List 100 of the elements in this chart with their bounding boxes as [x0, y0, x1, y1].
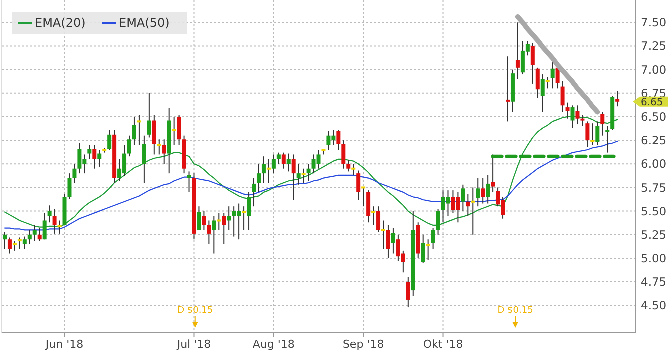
- y-tick-label: 6.50: [641, 110, 667, 124]
- candlestick: [2, 232, 7, 250]
- y-tick-label: 4.75: [641, 275, 667, 290]
- candlestick: [187, 171, 192, 193]
- candlestick: [266, 158, 271, 184]
- candlestick: [8, 237, 12, 254]
- candlestick: [18, 237, 22, 250]
- y-tick-label: 6.00: [641, 157, 667, 172]
- candlestick: [570, 105, 575, 129]
- candlestick: [596, 121, 600, 146]
- candlestick: [362, 186, 366, 208]
- candlestick: [252, 178, 256, 208]
- candlestick: [222, 212, 226, 245]
- y-tick-label: 5.25: [641, 228, 667, 242]
- candlestick: [142, 135, 146, 184]
- legend-label: EMA(50): [119, 16, 170, 30]
- candlestick: [202, 210, 206, 231]
- candlestick: [580, 114, 585, 127]
- candlestick: [406, 276, 410, 308]
- candlestick: [197, 206, 202, 231]
- candlestick: [540, 74, 545, 113]
- candlestick: [481, 178, 486, 204]
- annotation: D $0.15: [178, 306, 214, 316]
- candlestick: [177, 114, 182, 146]
- candlestick: [276, 152, 281, 165]
- candlestick: [247, 192, 252, 231]
- candlestick: [242, 206, 246, 231]
- candlestick: [600, 112, 605, 136]
- y-tick-label: 7.00: [641, 62, 667, 77]
- candlestick: [421, 234, 426, 264]
- candlestick: [212, 216, 216, 254]
- y-tick-label: 7.50: [641, 16, 667, 30]
- candlestick: [227, 206, 232, 231]
- candlestick: [172, 116, 176, 146]
- candlestick: [302, 168, 306, 184]
- candlestick: [516, 22, 520, 80]
- candlestick: [530, 42, 535, 84]
- candlestick: [68, 173, 72, 200]
- candlestick: [352, 164, 356, 176]
- candlestick: [372, 206, 376, 226]
- candlestick: [546, 76, 550, 90]
- x-tick-label: Jul '18: [176, 338, 212, 351]
- candlestick: [342, 140, 346, 170]
- candlestick: [272, 154, 276, 174]
- candlestick: [336, 130, 341, 150]
- candlestick: [92, 144, 97, 170]
- candlestick: [346, 160, 351, 172]
- candlestick: [162, 139, 166, 165]
- candlestick: [550, 60, 555, 90]
- x-tick-label: Sep '18: [342, 338, 384, 351]
- candlestick: [292, 154, 296, 200]
- candlestick: [147, 92, 152, 138]
- candlestick: [48, 205, 52, 224]
- x-tick-label: Okt '18: [423, 338, 464, 351]
- candlestick: [12, 240, 17, 252]
- candlestick: [28, 230, 32, 245]
- text: 6.65: [641, 97, 664, 108]
- candlestick: [262, 156, 266, 184]
- candlestick: [32, 224, 37, 242]
- candlestick: [536, 67, 540, 99]
- candlestick: [486, 174, 490, 204]
- candlestick: [590, 123, 595, 146]
- candlestick: [72, 164, 77, 184]
- candlestick: [586, 121, 590, 148]
- candlestick: [506, 56, 510, 122]
- candlestick: [576, 105, 580, 126]
- candlestick: [157, 139, 162, 156]
- x-tick-label: Jun '18: [44, 338, 84, 351]
- candlestick: [376, 206, 381, 233]
- y-tick-label: 5.00: [641, 252, 667, 266]
- candlestick: [436, 208, 440, 236]
- y-tick-label: 4.50: [641, 298, 667, 313]
- candlestick: [391, 228, 396, 254]
- legend-label: EMA(20): [35, 16, 86, 30]
- candlestick: [207, 220, 212, 245]
- candlestick: [616, 91, 620, 108]
- candlestick: [42, 212, 47, 240]
- y-tick-label: 6.25: [641, 134, 667, 148]
- candlestick: [476, 178, 480, 208]
- candlestick: [137, 114, 142, 146]
- candlestick: [217, 212, 222, 231]
- candlestick: [282, 152, 286, 170]
- candlestick: [38, 228, 42, 242]
- candlestick: [471, 187, 476, 236]
- x-tick-label: Aug '18: [252, 338, 295, 351]
- candlestick: [606, 126, 610, 154]
- candlestick: [22, 236, 27, 250]
- candlestick: [560, 80, 565, 113]
- candlestick: [52, 208, 57, 234]
- candlestick: [366, 190, 371, 224]
- candlestick: [88, 144, 92, 160]
- candlestick: [466, 194, 470, 217]
- candlestick: [152, 114, 156, 156]
- candlestick: [381, 220, 386, 250]
- candlestick: [58, 220, 62, 234]
- candlestick: [286, 153, 291, 172]
- candlestick: [426, 239, 430, 261]
- candlestick: [296, 164, 301, 186]
- y-tick-label: 5.50: [641, 204, 667, 218]
- candlestick: [256, 164, 261, 193]
